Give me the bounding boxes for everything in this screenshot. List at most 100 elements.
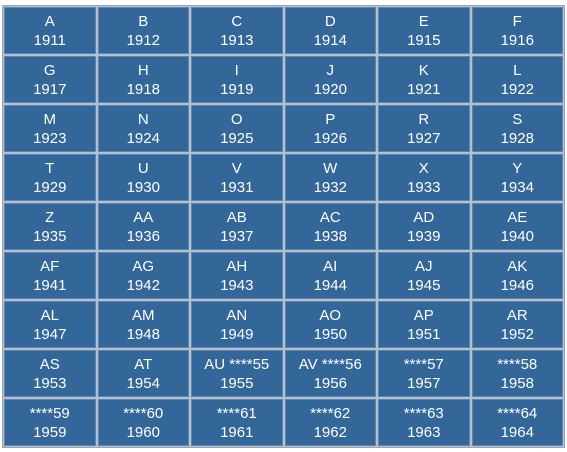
cell-year: 1920 <box>313 80 347 98</box>
cell-year: 1919 <box>220 80 254 98</box>
cell-year: 1911 <box>33 31 66 49</box>
cell-code: AT <box>134 355 153 373</box>
cell-year: 1914 <box>313 31 347 49</box>
cell-code: AA <box>133 208 154 226</box>
cell-code: P <box>325 110 336 128</box>
cell-code: T <box>45 159 55 177</box>
table-cell: A 1911 <box>4 7 96 54</box>
cell-code: AF <box>40 257 60 275</box>
cell-code: G <box>43 61 56 79</box>
cell-year: 1954 <box>126 374 160 392</box>
cell-code: AO <box>319 306 342 324</box>
table-cell: AP 1951 <box>378 301 470 348</box>
table-cell: O 1925 <box>191 105 283 152</box>
table-cell: H 1918 <box>97 56 189 103</box>
cell-code: AB <box>226 208 247 226</box>
cell-code: F <box>512 12 522 30</box>
table-cell: AL 1947 <box>4 301 96 348</box>
cell-code: J <box>326 61 335 79</box>
table-cell: AF 1941 <box>4 252 96 299</box>
table-cell: AN 1949 <box>191 301 283 348</box>
cell-year: 1915 <box>407 31 441 49</box>
cell-year: 1959 <box>33 423 67 441</box>
table-cell: AJ 1945 <box>378 252 470 299</box>
cell-code: AM <box>132 306 155 324</box>
cell-code: O <box>230 110 243 128</box>
cell-code: X <box>418 159 429 177</box>
table-cell: R 1927 <box>378 105 470 152</box>
table-cell: AV ****56 1956 <box>284 350 376 397</box>
cell-year: 1942 <box>126 276 160 294</box>
cell-code: M <box>43 110 57 128</box>
table-cell: E 1915 <box>378 7 470 54</box>
cell-year: 1935 <box>33 227 67 245</box>
table-cell: N 1924 <box>97 105 189 152</box>
cell-year: 1918 <box>126 80 160 98</box>
table-cell: C 1913 <box>191 7 283 54</box>
cell-year: 1929 <box>33 178 67 196</box>
cell-year: 1927 <box>407 129 441 147</box>
cell-year: 1940 <box>500 227 534 245</box>
cell-code: W <box>323 159 338 177</box>
table-cell: B 1912 <box>97 7 189 54</box>
cell-year: 1961 <box>220 423 254 441</box>
cell-code: Z <box>45 208 55 226</box>
cell-year: 1925 <box>220 129 254 147</box>
table-cell: ****63 1963 <box>378 399 470 446</box>
cell-year: 1922 <box>500 80 534 98</box>
cell-year: 1917 <box>33 80 67 98</box>
table-cell: AE 1940 <box>471 203 563 250</box>
cell-year: 1912 <box>126 31 160 49</box>
cell-year: 1941 <box>33 276 67 294</box>
cell-year: 1936 <box>126 227 160 245</box>
cell-code: AC <box>319 208 341 226</box>
table-cell: U 1930 <box>97 154 189 201</box>
cell-year: 1957 <box>407 374 441 392</box>
cell-year: 1916 <box>500 31 534 49</box>
table-cell: L 1922 <box>471 56 563 103</box>
year-code-table: A 1911 B 1912 C 1913 D 1914 E 1915 F 1916 G 1917 H 1918… <box>2 5 565 448</box>
cell-code: E <box>418 12 429 30</box>
cell-year: 1949 <box>220 325 254 343</box>
table-cell: AU ****55 1955 <box>191 350 283 397</box>
cell-code: R <box>418 110 430 128</box>
cell-code: AN <box>226 306 248 324</box>
cell-code: C <box>231 12 243 30</box>
cell-year: 1921 <box>407 80 441 98</box>
table-cell: ****60 1960 <box>97 399 189 446</box>
cell-year: 1958 <box>500 374 534 392</box>
cell-year: 1928 <box>500 129 534 147</box>
cell-year: 1923 <box>33 129 67 147</box>
table-cell: J 1920 <box>284 56 376 103</box>
cell-year: 1952 <box>500 325 534 343</box>
table-cell: S 1928 <box>471 105 563 152</box>
table-cell: ****61 1961 <box>191 399 283 446</box>
cell-code: ****58 <box>497 355 538 373</box>
cell-code: K <box>418 61 429 79</box>
cell-code: AG <box>132 257 155 275</box>
cell-year: 1946 <box>500 276 534 294</box>
cell-year: 1939 <box>407 227 441 245</box>
table-cell: Z 1935 <box>4 203 96 250</box>
table-cell: F 1916 <box>471 7 563 54</box>
cell-code: AU ****55 <box>204 355 270 373</box>
table-cell: W 1932 <box>284 154 376 201</box>
cell-code: ****60 <box>123 404 164 422</box>
cell-year: 1951 <box>407 325 441 343</box>
cell-code: ****59 <box>29 404 70 422</box>
cell-year: 1945 <box>407 276 441 294</box>
cell-year: 1953 <box>33 374 67 392</box>
table-cell: AR 1952 <box>471 301 563 348</box>
cell-code: I <box>234 61 239 79</box>
table-cell: AO 1950 <box>284 301 376 348</box>
table-cell: ****59 1959 <box>4 399 96 446</box>
table-cell: AS 1953 <box>4 350 96 397</box>
cell-year: 1932 <box>313 178 347 196</box>
cell-code: B <box>138 12 149 30</box>
cell-code: AS <box>39 355 60 373</box>
cell-year: 1944 <box>313 276 347 294</box>
cell-year: 1960 <box>126 423 160 441</box>
cell-year: 1938 <box>313 227 347 245</box>
cell-code: V <box>231 159 242 177</box>
table-cell: AG 1942 <box>97 252 189 299</box>
